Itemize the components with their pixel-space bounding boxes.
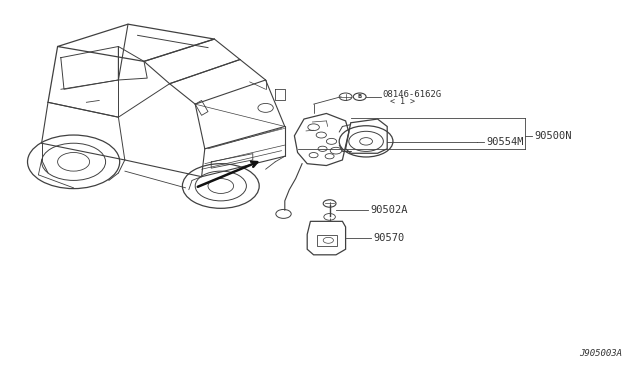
Text: 90502A: 90502A: [370, 205, 408, 215]
Bar: [317, 235, 337, 246]
Text: 90570: 90570: [373, 233, 404, 243]
Text: < 1 >: < 1 >: [390, 97, 415, 106]
Text: 90554M: 90554M: [486, 138, 524, 147]
Text: 08146-6162G: 08146-6162G: [383, 90, 442, 99]
Text: J905003A: J905003A: [579, 349, 622, 358]
Text: B: B: [358, 94, 362, 99]
Text: 90500N: 90500N: [534, 131, 572, 141]
